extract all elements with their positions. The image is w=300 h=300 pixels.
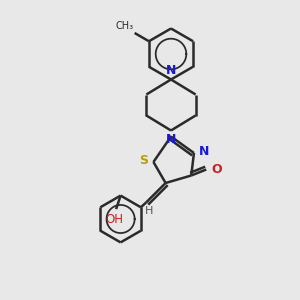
Text: S: S	[139, 154, 148, 167]
Text: CH₃: CH₃	[115, 22, 133, 32]
Text: H: H	[145, 206, 153, 216]
Text: N: N	[166, 64, 176, 77]
Text: O: O	[212, 163, 222, 176]
Text: OH: OH	[106, 213, 124, 226]
Text: N: N	[199, 145, 209, 158]
Text: N: N	[166, 133, 176, 146]
